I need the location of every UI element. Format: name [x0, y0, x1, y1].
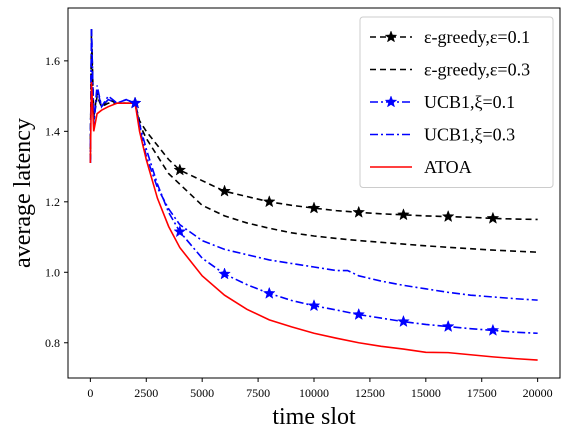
y-axis-ticks: 0.8 1.0 1.2 1.4 1.6	[45, 54, 68, 350]
series-marker-0	[486, 211, 500, 224]
y-tick-label: 1.2	[45, 195, 60, 209]
x-tick-label: 15000	[411, 386, 441, 400]
series-line-4	[89, 81, 538, 361]
y-tick-label: 1.6	[45, 54, 60, 68]
legend-label-4: ATOA	[424, 157, 472, 177]
y-axis-label: average latency	[10, 118, 36, 268]
x-tick-label: 20000	[523, 386, 553, 400]
series-marker-2	[173, 225, 187, 238]
series-marker-2	[486, 323, 500, 336]
series-marker-2	[441, 319, 455, 332]
series-marker-2	[128, 96, 142, 109]
x-axis-label: time slot	[272, 404, 356, 429]
series-line-0	[89, 29, 538, 221]
y-tick-label: 0.8	[45, 336, 60, 350]
series-line-1	[89, 39, 538, 253]
legend-box	[359, 16, 554, 188]
x-tick-label: 2500	[134, 386, 158, 400]
x-tick-label: 0	[87, 386, 93, 400]
series-marker-0	[397, 208, 410, 221]
series-marker-0	[307, 201, 321, 214]
series-marker-2	[218, 267, 231, 280]
legend-marker-0	[384, 30, 398, 43]
series-marker-0	[352, 205, 366, 218]
series-line-3	[89, 29, 538, 301]
legend: ε-greedy,ε=0.1 ε-greedy,ε=0.3 UCB1,ξ=0.1 UC…	[359, 16, 554, 188]
plot-markers	[128, 96, 500, 336]
series-marker-2	[352, 307, 366, 321]
series-marker-2	[307, 299, 321, 312]
series-marker-0	[173, 163, 187, 176]
plot-lines	[89, 29, 538, 361]
legend-label-1: ε-greedy,ε=0.3	[424, 60, 530, 80]
y-tick-label: 1.4	[45, 124, 60, 138]
legend-label-2: UCB1,ξ=0.1	[424, 92, 515, 112]
series-marker-0	[441, 209, 455, 223]
x-tick-label: 7500	[246, 386, 270, 400]
x-tick-label: 10000	[299, 386, 329, 400]
x-tick-label: 12500	[355, 386, 385, 400]
series-line-2	[89, 29, 538, 335]
y-tick-label: 1.0	[45, 265, 60, 279]
x-tick-label: 5000	[190, 386, 214, 400]
series-marker-0	[262, 195, 276, 208]
series-marker-2	[262, 286, 276, 299]
series-marker-2	[397, 314, 410, 328]
x-tick-label: 17500	[467, 386, 497, 400]
legend-label-0: ε-greedy,ε=0.1	[424, 27, 530, 47]
legend-label-3: UCB1,ξ=0.3	[424, 125, 515, 145]
legend-marker-2	[384, 95, 398, 108]
series-marker-0	[218, 184, 231, 197]
x-axis-ticks: 0 2500 5000 7500 10000 12500 15000 17500 20000	[87, 378, 553, 400]
